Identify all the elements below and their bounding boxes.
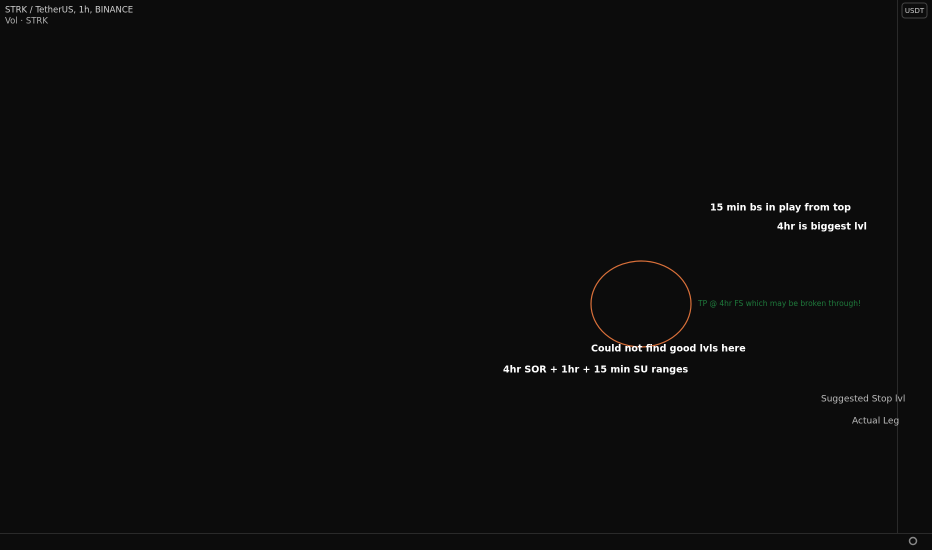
- annotation: 15 min bs in play from top: [710, 203, 851, 214]
- annotation: TP @ 4hr FS which may be broken through!: [697, 299, 861, 308]
- chart-subtitle: Vol · STRK: [5, 17, 48, 27]
- highlight-circle: [590, 260, 692, 348]
- currency-button[interactable]: [901, 2, 928, 19]
- annotation: Actual Leg: [852, 417, 899, 427]
- currency-label[interactable]: USDT: [905, 7, 925, 15]
- settings-icon[interactable]: [908, 536, 918, 546]
- chart-title: STRK / TetherUS, 1h, BINANCE: [5, 6, 133, 16]
- annotation: 4hr is biggest lvl: [777, 222, 867, 233]
- annotation: Suggested Stop lvl: [821, 395, 905, 405]
- annotation: Could not find good lvls here: [591, 344, 746, 355]
- annotation: 4hr SOR + 1hr + 15 min SU ranges: [503, 365, 689, 376]
- annotations: 15 min bs in play from top 4hr is bigges…: [503, 203, 905, 427]
